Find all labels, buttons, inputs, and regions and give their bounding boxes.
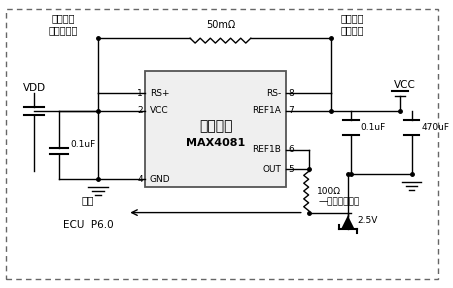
Text: RS+: RS+ (150, 88, 169, 98)
Text: GND: GND (150, 175, 170, 184)
Text: OUT: OUT (262, 165, 281, 174)
Text: 470uF: 470uF (421, 123, 449, 132)
Text: 0.1uF: 0.1uF (361, 123, 386, 132)
Text: RS-: RS- (266, 88, 281, 98)
Text: ECU  P6.0: ECU P6.0 (63, 220, 114, 230)
Text: 100Ω: 100Ω (317, 187, 341, 196)
Text: VDD: VDD (23, 83, 46, 93)
Text: 电池组包: 电池组包 (341, 14, 365, 24)
Text: —模拟电流输出: —模拟电流输出 (318, 198, 360, 207)
Polygon shape (341, 215, 355, 229)
Text: VCC: VCC (150, 106, 169, 115)
Text: 5: 5 (288, 165, 294, 174)
Text: REF1B: REF1B (252, 145, 281, 154)
Text: 6: 6 (288, 145, 294, 154)
Text: 1: 1 (137, 88, 143, 98)
Text: 7: 7 (288, 106, 294, 115)
Text: 输出保险: 输出保险 (341, 25, 365, 35)
Text: 8: 8 (288, 88, 294, 98)
Text: 2: 2 (137, 106, 143, 115)
Text: 电流采集: 电流采集 (199, 119, 232, 133)
Text: MAX4081: MAX4081 (186, 138, 245, 148)
Text: 0.1uF: 0.1uF (71, 141, 96, 149)
Text: 连接: 连接 (82, 195, 94, 205)
Text: 电池组包: 电池组包 (52, 14, 76, 24)
Text: 50mΩ: 50mΩ (206, 20, 235, 30)
Bar (145, 71, 286, 187)
Text: VCC: VCC (394, 80, 415, 90)
Text: REF1A: REF1A (252, 106, 281, 115)
Text: 4: 4 (137, 175, 143, 184)
Text: 输出开关负: 输出开关负 (49, 25, 78, 35)
Text: 2.5V: 2.5V (357, 216, 378, 226)
